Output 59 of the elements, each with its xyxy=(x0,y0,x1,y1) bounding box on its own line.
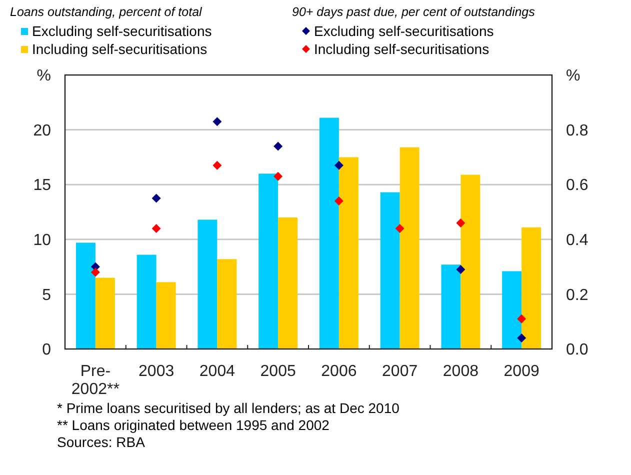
point xyxy=(456,265,466,274)
y2-axis-title: 90+ days past due, per cent of outstandings xyxy=(292,5,535,19)
y-tick-label: % xyxy=(36,68,51,85)
point xyxy=(90,268,100,277)
x-tick-label: 2004 xyxy=(199,363,236,380)
text: ** Loans originated between 1995 and 2002 xyxy=(57,417,330,433)
legend-label: Including self-securitisations xyxy=(314,41,490,57)
x-tick-label: 2003 xyxy=(138,363,174,380)
bar xyxy=(460,174,480,349)
bar xyxy=(258,174,278,349)
bar xyxy=(156,282,176,349)
point xyxy=(274,142,283,151)
x-tick-label: 2008 xyxy=(442,363,479,380)
y2-tick-label: 0.4 xyxy=(566,232,588,249)
point xyxy=(334,160,344,170)
bar xyxy=(76,242,96,349)
point xyxy=(152,194,161,203)
x-tick-label: 2005 xyxy=(260,363,296,380)
y2-tick-label: 0.2 xyxy=(566,286,588,304)
y-tick-label: 5 xyxy=(42,286,52,304)
point xyxy=(152,224,161,233)
legend-label: Excluding self-securitisations xyxy=(314,23,494,39)
y-tick-label: 10 xyxy=(33,232,52,249)
point xyxy=(517,334,526,343)
bar xyxy=(198,220,218,349)
legend-label: Excluding self-securitisations xyxy=(32,23,212,39)
bar xyxy=(217,259,237,349)
bar xyxy=(522,227,542,349)
y-axis-title: Loans outstanding, percent of total xyxy=(10,5,204,19)
y-tick-label: 20 xyxy=(33,122,52,140)
point xyxy=(456,218,466,228)
point xyxy=(212,117,222,126)
point xyxy=(212,160,222,170)
bar xyxy=(136,254,156,349)
point xyxy=(395,224,404,233)
y-tick-label: 0 xyxy=(42,342,52,359)
bar xyxy=(441,264,461,349)
text: * Prime loans securitised by all lenders; as at Dec 2010 xyxy=(57,400,400,416)
bar xyxy=(95,278,115,349)
x-tick-label: 2006 xyxy=(321,363,357,380)
y-tick-label: 15 xyxy=(33,177,52,194)
y2-tick-label: 0.6 xyxy=(566,177,588,194)
legend-label: Including self-securitisations xyxy=(32,41,208,57)
bar xyxy=(380,192,400,349)
x-tick-label: Pre-2002** xyxy=(71,363,120,398)
y2-tick-label: 0.0 xyxy=(566,342,588,359)
point xyxy=(517,314,526,324)
point xyxy=(274,172,283,181)
bar xyxy=(278,217,298,349)
bar xyxy=(319,118,339,349)
bar xyxy=(502,271,522,349)
x-tick-label: 2009 xyxy=(504,363,540,380)
y2-tick-label: % xyxy=(566,68,580,85)
source-note: Sources: RBA xyxy=(57,434,146,450)
y2-tick-label: 0.8 xyxy=(566,122,588,140)
bar xyxy=(338,157,358,349)
point xyxy=(334,196,344,206)
x-tick-label: 2007 xyxy=(382,363,418,380)
bar xyxy=(400,147,420,349)
